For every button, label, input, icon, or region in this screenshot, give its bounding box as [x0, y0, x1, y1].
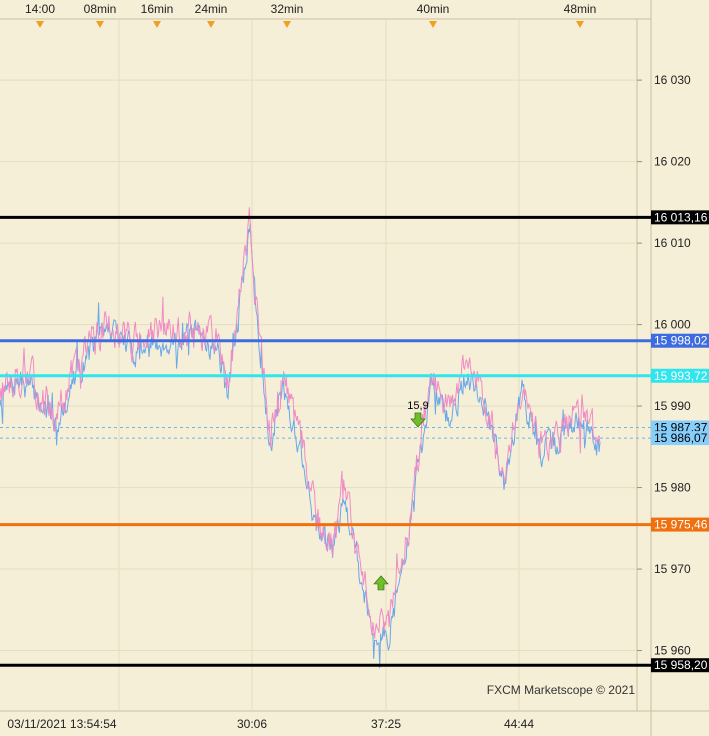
level-price-label: 15 975,46	[654, 518, 708, 532]
bottom-time-axis: 03/11/2021 13:54:54 30:06 37:25 44:44	[7, 717, 534, 731]
y-tick-label: 16 010	[654, 236, 691, 250]
level-price-label: 16 013,16	[654, 210, 708, 224]
watermark-text: FXCM Marketscope © 2021	[487, 683, 636, 697]
level-price-tag: 16 013,16	[651, 210, 709, 225]
trade-marker-label: 15,9	[407, 400, 428, 412]
bottom-time-label: 44:44	[504, 717, 534, 731]
top-time-axis: 14:00 08min 16min 24min 32min 40min 48min	[25, 2, 596, 28]
session-marker-icon	[96, 21, 104, 28]
price-series	[0, 207, 601, 669]
trade-markers: 15,9	[373, 400, 429, 591]
level-price-tag: 15 993,72	[651, 368, 709, 383]
level-price-label: 15 958,20	[654, 658, 708, 672]
buy-arrow-icon[interactable]	[373, 575, 389, 591]
y-tick-label: 15 970	[654, 562, 691, 576]
top-time-label: 24min	[195, 2, 228, 16]
bottom-time-label: 37:25	[371, 717, 401, 731]
y-tick-label: 15 980	[654, 481, 691, 495]
y-tick-label: 16 030	[654, 73, 691, 87]
level-price-label: 15 986,07	[654, 431, 708, 445]
bottom-time-label: 30:06	[237, 717, 267, 731]
session-marker-icon	[429, 21, 437, 28]
price-series-bid	[0, 223, 601, 669]
top-time-label: 08min	[84, 2, 117, 16]
top-time-label: 40min	[417, 2, 450, 16]
session-marker-icon	[207, 21, 215, 28]
y-tick-label: 15 990	[654, 399, 691, 413]
level-price-tag: 15 987,37	[651, 420, 709, 435]
level-price-tag: 15 975,46	[651, 517, 709, 532]
y-tick-label: 16 000	[654, 318, 691, 332]
top-time-label: 16min	[141, 2, 174, 16]
top-time-label: 14:00	[25, 2, 55, 16]
level-price-label: 15 998,02	[654, 334, 708, 348]
session-marker-icon	[283, 21, 291, 28]
sell-arrow-icon[interactable]	[410, 412, 426, 428]
y-tick-label: 15 960	[654, 644, 691, 658]
session-marker-icon	[576, 21, 584, 28]
level-price-label: 15 987,37	[654, 421, 708, 435]
level-price-tag: 15 998,02	[651, 333, 709, 348]
bottom-time-label: 03/11/2021 13:54:54	[7, 717, 117, 731]
top-time-label: 48min	[564, 2, 597, 16]
session-marker-icon	[36, 21, 44, 28]
y-tick-label: 16 020	[654, 155, 691, 169]
session-marker-icon	[153, 21, 161, 28]
level-price-label: 15 993,72	[654, 369, 708, 383]
level-price-tag: 15 986,07	[651, 431, 709, 446]
price-series-ask	[0, 207, 601, 639]
level-lines	[0, 215, 651, 667]
price-axis: 16 030 16 020 16 010 16 000 15 990 15 980 15 9…	[637, 73, 709, 673]
level-price-tag: 15 958,20	[651, 658, 709, 673]
top-time-label: 32min	[271, 2, 304, 16]
